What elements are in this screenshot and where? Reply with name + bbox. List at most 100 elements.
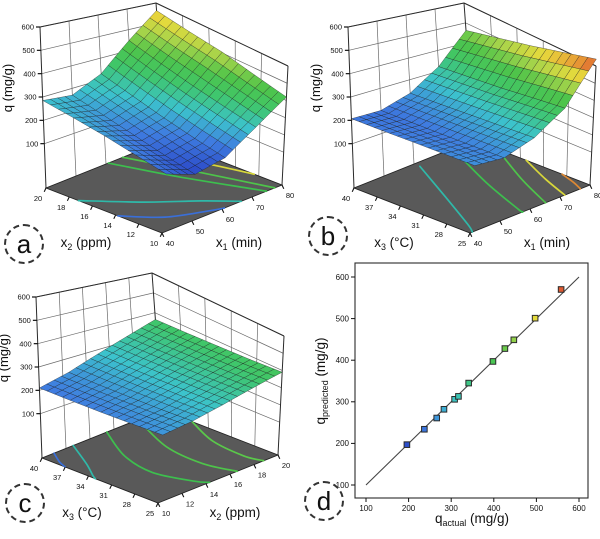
svg-text:70: 70 (256, 203, 264, 212)
contour-line (72, 444, 97, 480)
svg-text:50: 50 (504, 227, 512, 236)
svg-text:300: 300 (336, 398, 350, 407)
z-axis-title: q (mg/g) (0, 64, 15, 112)
svg-text:34: 34 (388, 212, 396, 221)
panel-letter: b (320, 221, 336, 251)
data-point-marker (531, 314, 539, 322)
svg-text:28: 28 (123, 500, 131, 509)
data-point-marker (403, 441, 411, 448)
surface-plot-a: 100 200 300 400 500 600 40 50 60 70 80 10 12 14 16 18 20… (0, 2, 294, 252)
svg-text:200: 200 (333, 116, 346, 125)
svg-text:16: 16 (80, 212, 88, 221)
left-axis-title: x2 (ppm) (61, 235, 112, 252)
svg-text:14: 14 (103, 221, 111, 230)
svg-text:400: 400 (331, 69, 344, 78)
contour-line (454, 151, 524, 214)
axis-ticks-labels: 100 200 300 400 500 600 40 50 60 70 80 25 28 31 34 37 40 (329, 23, 600, 248)
svg-text:10: 10 (150, 239, 158, 248)
svg-text:40: 40 (342, 194, 350, 203)
svg-text:18: 18 (57, 203, 65, 212)
contour-line (561, 173, 582, 190)
z-axis-title: q (mg/g) (0, 334, 11, 382)
svg-text:34: 34 (76, 482, 84, 491)
svg-text:12: 12 (186, 499, 194, 508)
data-point-marker (440, 405, 448, 413)
svg-text:60: 60 (226, 215, 234, 224)
panel-label-c: c (5, 483, 45, 523)
svg-text:300: 300 (24, 93, 37, 102)
axis-ticks-labels: 100 200 300 400 500 600 40 50 60 70 80 10 12 14 16 18 20 (21, 23, 294, 248)
data-point-marker (510, 336, 518, 344)
panel-d-parity-plot: 100 200 300 400 500 600 100 200 300 400 500 600 qact… (310, 255, 600, 539)
svg-text:16: 16 (234, 480, 242, 489)
contour-line (191, 420, 265, 462)
svg-text:400: 400 (19, 339, 32, 348)
contour-line (418, 165, 474, 233)
surface-plot-b: 100 200 300 400 500 600 40 50 60 70 80 25 28 31 34 37 40… (308, 2, 600, 252)
data-point-marker (465, 379, 472, 387)
svg-text:10: 10 (162, 509, 170, 518)
svg-text:400: 400 (336, 356, 350, 365)
panel-letter: d (316, 486, 332, 516)
x-axis-title: qactual (mg/g) (435, 511, 509, 528)
data-point-marker (421, 425, 428, 433)
svg-text:300: 300 (445, 504, 459, 513)
svg-text:40: 40 (474, 239, 482, 248)
svg-text:100: 100 (22, 409, 35, 418)
svg-text:100: 100 (26, 139, 39, 148)
svg-text:500: 500 (22, 46, 35, 55)
surface-plot-c: 100 200 300 400 500 600 10 12 14 16 18 20 25 28 31 34 37… (0, 272, 290, 522)
panel-letter: c (18, 488, 32, 518)
response-surface (42, 10, 287, 175)
svg-text:50: 50 (196, 227, 204, 236)
svg-text:200: 200 (402, 504, 416, 513)
svg-text:14: 14 (210, 490, 218, 499)
panel-b-surface-plot: 100 200 300 400 500 600 40 50 60 70 80 25 28 31 34 37 40… (308, 0, 600, 265)
svg-text:37: 37 (365, 203, 373, 212)
svg-text:200: 200 (25, 116, 38, 125)
svg-text:400: 400 (23, 69, 36, 78)
data-point-marker (557, 286, 565, 293)
svg-text:20: 20 (282, 461, 290, 470)
scatter-axes: 100 200 300 400 500 600 100 200 300 400 500 600 (336, 262, 589, 513)
svg-text:600: 600 (572, 504, 586, 513)
svg-text:500: 500 (336, 314, 350, 323)
contour-line (117, 207, 226, 219)
scatter-plot-d: 100 200 300 400 500 600 100 200 300 400 500 600 qact… (313, 262, 589, 528)
svg-text:400: 400 (487, 504, 501, 513)
svg-text:80: 80 (594, 191, 600, 200)
svg-text:25: 25 (458, 239, 466, 248)
data-point-marker (433, 414, 441, 422)
svg-text:31: 31 (99, 491, 107, 500)
svg-text:40: 40 (30, 464, 38, 473)
contour-line (525, 159, 566, 196)
contour-line (107, 162, 268, 193)
svg-text:300: 300 (20, 363, 33, 372)
svg-text:60: 60 (534, 215, 542, 224)
right-axis-title: x2 (ppm) (210, 505, 261, 522)
svg-text:600: 600 (17, 293, 30, 302)
panel-a-surface-plot: 100 200 300 400 500 600 40 50 60 70 80 10 12 14 16 18 20… (0, 0, 300, 265)
z-axis-title: q (mg/g) (308, 64, 323, 112)
svg-text:100: 100 (336, 481, 350, 490)
svg-text:600: 600 (329, 23, 342, 32)
svg-text:80: 80 (286, 191, 294, 200)
y-axis-title: qpredicted (mg/g) (313, 338, 330, 425)
panel-label-d: d (304, 481, 344, 521)
svg-text:200: 200 (336, 439, 350, 448)
contour-line (105, 431, 211, 484)
svg-text:25: 25 (146, 509, 154, 518)
data-point-marker (455, 393, 462, 400)
svg-text:31: 31 (411, 221, 419, 230)
svg-text:37: 37 (53, 473, 61, 482)
svg-text:18: 18 (258, 471, 266, 480)
svg-text:12: 12 (127, 230, 135, 239)
data-point-marker (489, 358, 497, 365)
svg-text:500: 500 (530, 504, 544, 513)
svg-text:28: 28 (435, 230, 443, 239)
panel-c-surface-plot: 100 200 300 400 500 600 10 12 14 16 18 20 25 28 31 34 37… (0, 270, 296, 539)
panel-letter: a (16, 229, 32, 259)
panel-label-b: b (308, 216, 348, 256)
svg-text:500: 500 (18, 316, 31, 325)
right-axis-title: x1 (min) (216, 235, 262, 252)
